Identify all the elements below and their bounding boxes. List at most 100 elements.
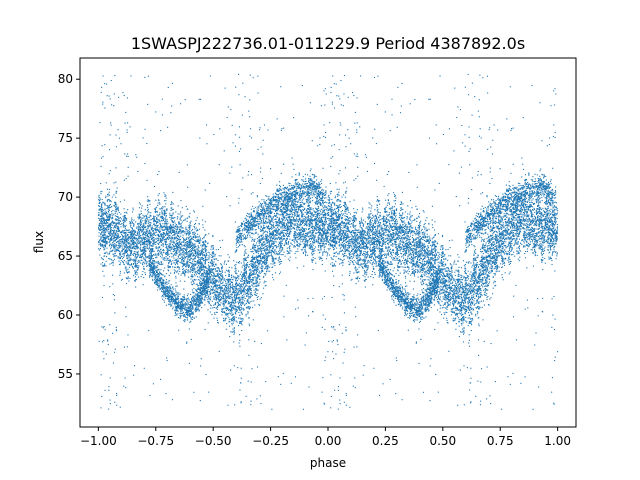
- data-point: [488, 283, 490, 285]
- data-point: [419, 251, 421, 253]
- data-point: [486, 280, 488, 282]
- data-point: [556, 238, 558, 240]
- data-point: [180, 235, 182, 237]
- data-point: [176, 218, 178, 220]
- data-point: [209, 272, 212, 274]
- data-point: [428, 276, 430, 278]
- data-point: [116, 255, 118, 257]
- data-point: [316, 229, 318, 231]
- data-point: [268, 248, 270, 250]
- data-point: [429, 275, 432, 277]
- data-point: [503, 238, 506, 241]
- data-point: [247, 307, 249, 309]
- data-point: [293, 214, 295, 216]
- data-point: [510, 193, 512, 196]
- data-point: [413, 280, 415, 282]
- data-point: [244, 259, 246, 261]
- data-point: [256, 296, 258, 299]
- data-point: [439, 272, 441, 274]
- data-point: [476, 311, 478, 313]
- data-point: [230, 285, 232, 287]
- data-point: [331, 264, 333, 266]
- data-point: [541, 223, 543, 225]
- data-point: [120, 257, 122, 259]
- data-point: [499, 222, 501, 224]
- data-point: [246, 265, 248, 267]
- data-point: [511, 196, 513, 198]
- data-point: [239, 287, 241, 289]
- data-point: [264, 250, 266, 252]
- data-point: [450, 293, 452, 295]
- data-point: [443, 261, 445, 263]
- data-point: [368, 215, 370, 217]
- data-point: [315, 232, 317, 234]
- data-point: [441, 279, 443, 281]
- data-point: [164, 206, 166, 208]
- data-point: [172, 260, 174, 262]
- data-point: [419, 267, 421, 269]
- data-point: [524, 253, 526, 255]
- data-point: [417, 269, 419, 271]
- data-point: [488, 235, 490, 237]
- data-point: [333, 202, 335, 204]
- data-point: [262, 249, 264, 251]
- data-point: [190, 225, 192, 227]
- data-point: [476, 265, 478, 267]
- data-point: [211, 254, 213, 256]
- data-point: [548, 219, 551, 221]
- data-point: [349, 264, 351, 266]
- data-point: [533, 223, 535, 225]
- data-point: [274, 235, 276, 237]
- data-point: [229, 335, 231, 338]
- data-point: [284, 243, 286, 245]
- data-point: [447, 301, 449, 303]
- data-point: [211, 300, 213, 302]
- data-point: [142, 225, 144, 227]
- data-point: [138, 215, 140, 217]
- data-point: [400, 236, 402, 238]
- data-point: [525, 232, 527, 234]
- data-point: [253, 258, 255, 260]
- data-point: [419, 243, 421, 245]
- data-point: [344, 237, 347, 239]
- data-point: [400, 252, 402, 254]
- data-point: [428, 279, 430, 281]
- data-point: [115, 209, 117, 211]
- data-point: [344, 215, 346, 217]
- data-point: [416, 257, 419, 259]
- data-point: [395, 220, 397, 222]
- data-point: [267, 256, 269, 258]
- data-point: [178, 236, 180, 238]
- data-point: [478, 269, 480, 271]
- data-point: [123, 272, 125, 274]
- data-point: [134, 257, 136, 259]
- data-point: [161, 213, 163, 215]
- data-point: [262, 233, 264, 235]
- data-point: [255, 290, 257, 292]
- data-point: [103, 255, 105, 257]
- data-point: [213, 317, 215, 319]
- data-point: [279, 249, 281, 251]
- data-point: [549, 224, 552, 226]
- data-point: [283, 207, 285, 209]
- data-point: [236, 290, 238, 292]
- data-point: [492, 293, 494, 295]
- data-point: [502, 252, 504, 254]
- data-point: [417, 230, 419, 232]
- data-point: [180, 274, 182, 276]
- data-point: [108, 209, 110, 211]
- data-point: [492, 249, 494, 251]
- data-point: [511, 203, 513, 205]
- data-point: [274, 229, 276, 231]
- data-point: [492, 230, 494, 232]
- data-point: [394, 235, 396, 237]
- data-point: [289, 238, 291, 240]
- data-point: [122, 260, 124, 263]
- data-point: [282, 254, 284, 256]
- data-point: [470, 275, 472, 277]
- data-point: [197, 239, 199, 241]
- data-point: [253, 253, 255, 255]
- data-point: [454, 295, 456, 297]
- data-point: [514, 219, 516, 221]
- data-point: [125, 230, 127, 232]
